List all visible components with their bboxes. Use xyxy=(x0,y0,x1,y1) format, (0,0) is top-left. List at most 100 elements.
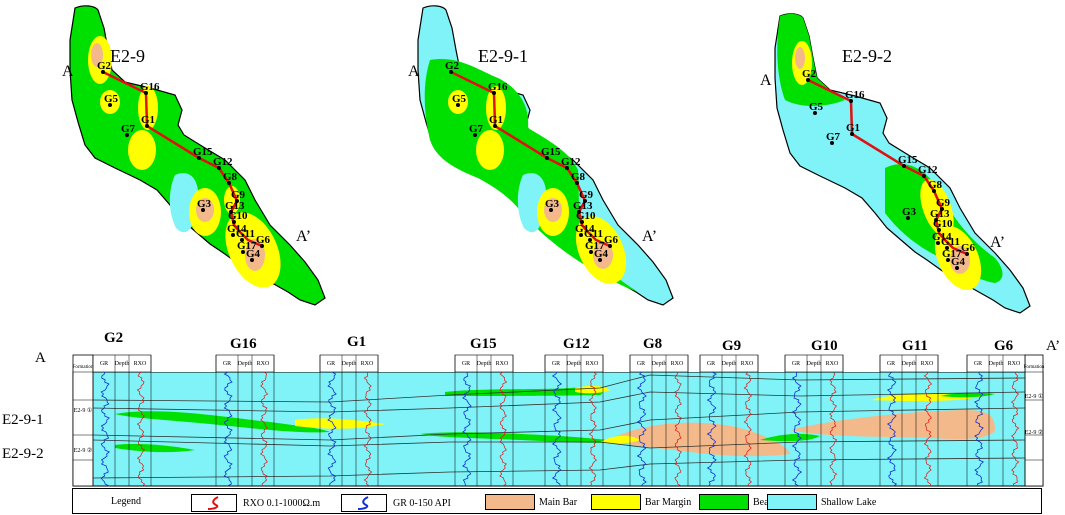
map-well-dot xyxy=(945,246,949,250)
map-well-dot xyxy=(813,111,817,115)
section-well-8: G10 xyxy=(811,338,838,354)
section-start-label: A xyxy=(35,350,46,366)
map-well-dot xyxy=(580,220,584,224)
map-well-dot xyxy=(565,166,569,170)
log-header: Depth xyxy=(115,361,130,367)
legend-title: Legend xyxy=(111,496,141,507)
formation-header-right: Formation xyxy=(1024,365,1045,370)
legend-gr-label: GR 0-150 API xyxy=(393,497,451,509)
map-well-label: G10 xyxy=(228,210,248,222)
log-header: GR xyxy=(707,361,715,367)
log-header: RXO xyxy=(921,361,934,367)
rxo-log-curve xyxy=(499,371,508,487)
map3-start-label: A xyxy=(760,72,772,89)
map-well-label: G9 xyxy=(579,189,594,201)
map-well-dot xyxy=(549,208,553,212)
map-title-1: E2-9 xyxy=(110,46,145,66)
map-well-label: G17 xyxy=(237,240,257,252)
well-log-column: GR Depth RXO xyxy=(215,354,275,487)
map-well-label: G14 xyxy=(227,223,247,235)
section-well-7: G9 xyxy=(722,338,742,354)
map-well-dot xyxy=(227,181,231,185)
map-well-label: G3 xyxy=(197,198,212,210)
log-header: Depth xyxy=(652,361,667,367)
map-well-dot xyxy=(575,181,579,185)
map-well-label: G2 xyxy=(97,60,112,72)
rxo-log-curve xyxy=(588,371,598,487)
left-unit-tag-1: E2-9 ① xyxy=(74,407,93,414)
map-well-label: G8 xyxy=(928,179,943,191)
map-well-dot xyxy=(946,258,950,262)
beach-swatch xyxy=(699,494,749,510)
map-well-dot xyxy=(965,252,969,256)
well-log-column: GR Depth RXO xyxy=(92,354,152,487)
map-well-dot xyxy=(250,258,254,262)
map-well-label: G2 xyxy=(802,68,817,80)
log-header: RXO xyxy=(496,361,509,367)
map-well-label: G16 xyxy=(488,81,508,93)
left-unit-tag-2: E2-9 ② xyxy=(74,447,93,454)
map-well-dot xyxy=(922,174,926,178)
well-log-column: GR Depth RXO xyxy=(699,354,759,487)
map-well-dot xyxy=(806,78,810,82)
map-well-dot xyxy=(932,189,936,193)
map-well-label: G2 xyxy=(445,60,460,72)
map-title-2: E2-9-1 xyxy=(478,46,528,66)
log-header: RXO xyxy=(586,361,599,367)
map1-start-label: A xyxy=(62,63,74,80)
map-well-dot xyxy=(232,220,236,224)
section-well-6: G8 xyxy=(643,336,663,352)
map-well-label: G4 xyxy=(951,256,966,268)
map-well-dot xyxy=(201,208,205,212)
legend-shallow-lake-label: Shallow Lake xyxy=(821,496,877,508)
well-log-column: GR Depth RXO xyxy=(879,354,939,487)
section-well-2: G16 xyxy=(230,336,257,352)
rxo-log-curve xyxy=(743,371,752,487)
log-header: GR xyxy=(100,361,108,367)
map-well-label: G1 xyxy=(489,114,503,126)
log-header: GR xyxy=(887,361,895,367)
log-header: GR xyxy=(792,361,800,367)
map-well-dot xyxy=(493,124,497,128)
map-well-dot xyxy=(545,156,549,160)
section-well-5: G12 xyxy=(563,336,590,352)
map-well-dot xyxy=(902,164,906,168)
map-well-label: G10 xyxy=(933,218,953,230)
map-e2-9-2 xyxy=(774,13,1031,314)
map-well-label: G4 xyxy=(246,248,261,260)
map-well-dot xyxy=(492,91,496,95)
log-header: RXO xyxy=(257,361,270,367)
log-header: Depth xyxy=(722,361,737,367)
map-well-dot xyxy=(260,244,264,248)
well-log-column: GR Depth RXO xyxy=(629,354,689,487)
right-unit-tag-1: E2-9 ① xyxy=(1025,393,1044,400)
map-well-label: G12 xyxy=(213,156,233,168)
map-well-dot xyxy=(598,258,602,262)
gr-log-curve xyxy=(462,371,472,487)
cross-section: GR Depth RXO GR Depth RXO GR Depth RXO GR Depth RXO… xyxy=(72,354,1045,487)
map-well-dot xyxy=(577,210,581,214)
unit-label-2: E2-9-2 xyxy=(2,446,44,462)
map3-end-label: A’ xyxy=(990,234,1006,251)
well-log-column: GR Depth RXO xyxy=(544,354,604,487)
legend: Legend RXO 0.1-1000Ω.m GR 0-150 API Main… xyxy=(72,488,1042,514)
map-well-dot xyxy=(108,103,112,107)
map-well-label: G16 xyxy=(140,81,160,93)
unit-label-1: E2-9-1 xyxy=(2,412,44,428)
map-well-dot xyxy=(850,132,854,136)
gr-log-curve xyxy=(100,371,110,487)
map-well-label: G6 xyxy=(961,242,976,254)
map-well-dot xyxy=(906,216,910,220)
map-well-label: G11 xyxy=(941,236,960,248)
map-well-dot xyxy=(229,210,233,214)
map2-end-label: A’ xyxy=(642,228,658,245)
map1-end-label: A’ xyxy=(296,228,312,245)
map-well-label: G8 xyxy=(223,171,238,183)
formation-header-left: Formation xyxy=(73,365,94,370)
map-well-label: G11 xyxy=(584,228,603,240)
legend-rxo: RXO 0.1-1000Ω.m xyxy=(191,494,320,512)
log-header: GR xyxy=(637,361,645,367)
gr-log-curve xyxy=(551,371,563,487)
map-well-dot xyxy=(830,141,834,145)
